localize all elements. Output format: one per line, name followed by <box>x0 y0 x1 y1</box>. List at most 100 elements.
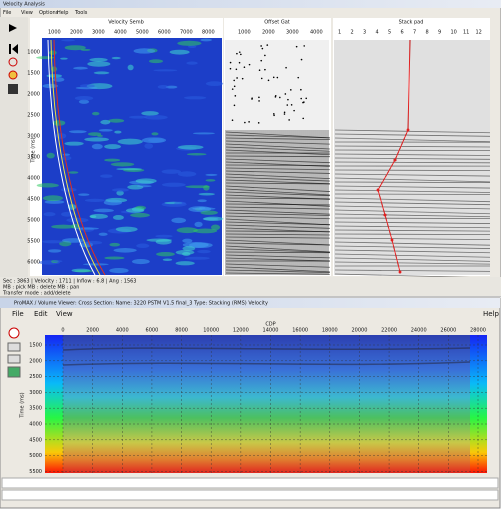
x-tick-label: 14000 <box>263 328 279 334</box>
tool[interactable] <box>9 328 19 338</box>
y-tick-label: 1500 <box>29 343 42 349</box>
x-tick-label: 7000 <box>180 30 193 36</box>
semblance-blob <box>48 249 61 252</box>
section-edge <box>470 335 487 473</box>
menu-item[interactable]: Tools <box>74 10 88 16</box>
x-tick-label: 12000 <box>233 328 249 334</box>
semblance-blob <box>85 199 105 202</box>
menu-item[interactable]: View <box>56 310 73 318</box>
semblance-blob <box>184 96 206 99</box>
semblance-blob <box>92 112 99 115</box>
event <box>277 77 279 79</box>
menu-item[interactable]: File <box>12 310 24 318</box>
menu-item[interactable]: Help <box>57 10 68 16</box>
event <box>273 77 275 79</box>
semblance-blob <box>134 48 156 53</box>
pick[interactable] <box>377 189 380 192</box>
event <box>264 55 266 57</box>
semblance-blob <box>194 222 202 227</box>
semblance-blob <box>144 143 153 149</box>
event <box>303 45 305 47</box>
semblance-blob <box>100 174 113 178</box>
tool[interactable] <box>8 343 20 351</box>
semblance-blob <box>73 67 88 70</box>
semblance-blob <box>49 50 57 55</box>
semblance-blob <box>47 153 55 159</box>
semblance-blob <box>155 235 172 238</box>
event <box>236 68 238 70</box>
event <box>234 85 236 87</box>
event <box>275 95 277 97</box>
column-label: 4 <box>376 30 379 36</box>
x-tick-label: 3000 <box>286 30 299 36</box>
semblance-blob <box>136 244 149 248</box>
semblance-blob <box>185 257 210 260</box>
tool[interactable] <box>8 367 20 377</box>
pick[interactable] <box>384 214 387 217</box>
layer-icon[interactable] <box>8 84 18 94</box>
event <box>258 122 260 124</box>
status-text: Transfer mode : add/delete <box>2 291 71 297</box>
column-label: 9 <box>438 30 441 36</box>
semblance-blob <box>163 259 173 261</box>
semblance-blob <box>151 132 158 135</box>
pick[interactable] <box>394 159 397 162</box>
semblance-blob <box>78 193 89 196</box>
y-tick-label: 6000 <box>27 260 40 266</box>
column-label: 12 <box>476 30 482 36</box>
semblance-blob <box>60 58 68 60</box>
semblance-blob <box>176 261 195 265</box>
semblance-blob <box>130 213 150 218</box>
semblance-blob <box>109 268 128 273</box>
semblance-blob <box>174 202 186 205</box>
event <box>260 45 262 47</box>
event <box>266 44 268 46</box>
y-tick-label: 5000 <box>27 218 40 224</box>
event <box>240 54 242 56</box>
semblance-blob <box>53 260 63 262</box>
semblance-blob <box>200 210 217 214</box>
y-tick-label: 4500 <box>29 437 42 443</box>
pick[interactable] <box>399 271 402 274</box>
menu-item[interactable]: Edit <box>34 310 48 318</box>
semblance-blob <box>72 269 91 273</box>
semblance-blob <box>182 246 195 251</box>
pick[interactable] <box>391 239 394 242</box>
event <box>300 98 302 100</box>
event <box>301 59 303 61</box>
x-tick-label: 16000 <box>292 328 308 334</box>
pick[interactable] <box>407 129 410 132</box>
menu-item[interactable]: File <box>3 10 11 16</box>
semblance-blob <box>80 84 95 88</box>
menu-item[interactable]: Options <box>39 10 59 16</box>
event <box>262 48 264 50</box>
column-label: 3 <box>363 30 366 36</box>
column-label: 8 <box>426 30 429 36</box>
semblance-blob <box>111 162 134 166</box>
semblance-blob <box>205 174 217 176</box>
menu-help[interactable]: Help <box>483 310 500 318</box>
y-tick-label: 5500 <box>29 469 42 475</box>
tool[interactable] <box>8 355 20 363</box>
event <box>284 111 286 113</box>
event <box>273 115 275 117</box>
semblance-blob <box>69 130 87 133</box>
zoom-icon[interactable] <box>9 71 17 79</box>
semblance-blob <box>109 243 120 247</box>
menu-item[interactable]: View <box>21 10 33 16</box>
event <box>244 66 246 68</box>
x-tick-label: 5000 <box>136 30 149 36</box>
semblance-blob <box>64 142 83 146</box>
semblance-blob <box>176 250 195 255</box>
event <box>302 118 304 120</box>
semblance-blob <box>116 168 142 170</box>
semblance-blob <box>116 227 138 232</box>
semblance-blob <box>137 185 152 187</box>
x-tick-label: 26000 <box>440 328 456 334</box>
event <box>285 93 287 95</box>
semblance-blob <box>178 145 204 150</box>
x-tick-label: 4000 <box>310 30 323 36</box>
y-tick-label: 2500 <box>27 113 40 119</box>
semblance-blob <box>94 71 110 74</box>
semblance-blob <box>132 259 150 264</box>
